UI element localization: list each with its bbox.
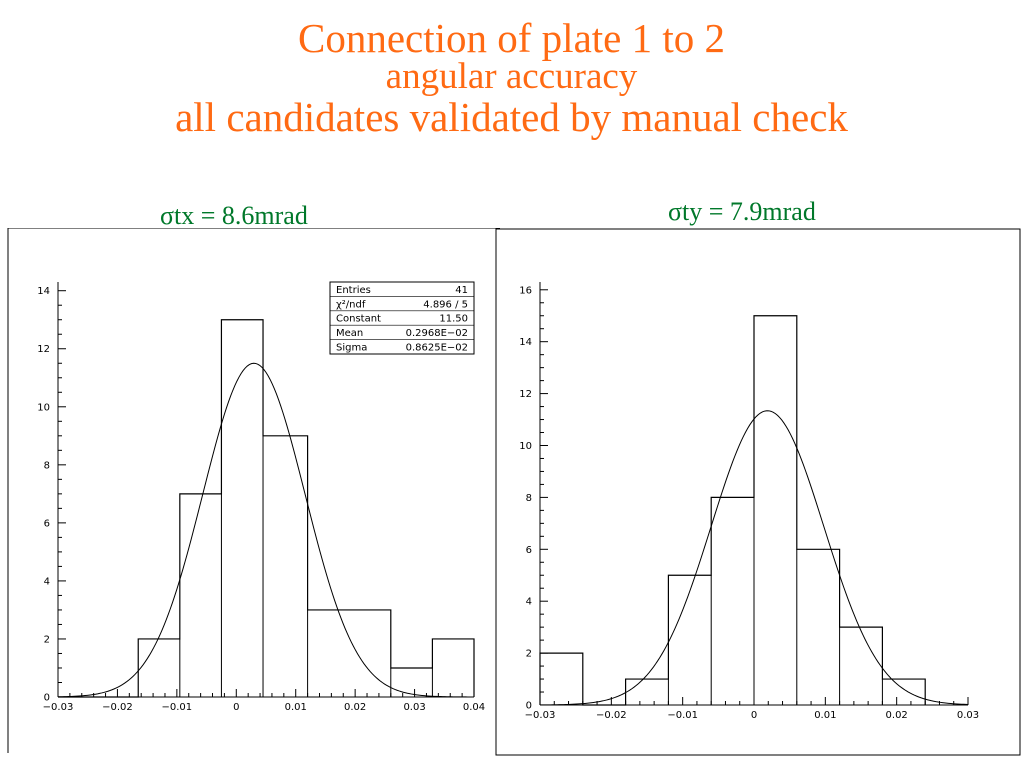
histogram-bar [308, 610, 391, 697]
x-tick-label: 0 [751, 710, 757, 721]
histogram-bar [221, 320, 263, 697]
x-tick-label: 0 [233, 702, 239, 713]
y-tick-label: 16 [519, 285, 532, 296]
y-tick-label: 10 [37, 402, 50, 413]
panel-frame [7, 228, 500, 753]
y-tick-label: 12 [519, 389, 532, 400]
histogram-outline [539, 315, 926, 706]
y-tick-label: 0 [526, 701, 532, 712]
stats-value: 0.2968E−02 [406, 328, 468, 339]
x-tick-label: 0.02 [344, 702, 366, 713]
x-tick-label: −0.01 [667, 710, 698, 721]
stats-label: Entries [336, 285, 371, 296]
y-tick-label: 8 [526, 493, 532, 504]
histogram-bar [180, 494, 222, 697]
x-tick-label: −0.01 [162, 702, 193, 713]
stats-value: 11.50 [439, 314, 468, 325]
slide-title: Connection of plate 1 to 2 [298, 15, 725, 61]
panel-frame [495, 228, 1021, 756]
x-tick-label: 0.01 [814, 710, 836, 721]
y-tick-label: 10 [519, 441, 532, 452]
histogram-ty: 0 2 4 6 8 10 12 14 16 −0.03 −0.02 −0.01 0 0.01 0.02 0.0… [495, 228, 1021, 756]
histogram-bar [391, 668, 433, 697]
histogram-bar [626, 679, 669, 705]
y-tick-label: 12 [37, 344, 50, 355]
histogram-bar [840, 627, 883, 705]
histogram-outline [58, 319, 475, 698]
y-tick-label: 6 [526, 545, 532, 556]
y-tick-label: 2 [44, 634, 50, 645]
gaussian-fit-curve [57, 362, 475, 698]
x-tick-label: −0.03 [525, 710, 556, 721]
histogram-bar [263, 436, 308, 697]
x-tick-label: 0.03 [403, 702, 425, 713]
y-tick-label: 8 [44, 460, 50, 471]
stats-value: 4.896 / 5 [423, 299, 468, 310]
sigma-tx-label: σtx = 8.6mrad [160, 201, 308, 230]
histogram-bar [668, 575, 711, 705]
y-tick-label: 0 [44, 693, 50, 704]
stats-label: Mean [336, 328, 363, 339]
y-tick-label: 4 [526, 597, 532, 608]
x-tick-label: −0.02 [596, 710, 627, 721]
stats-box [329, 281, 475, 355]
stats-value: 41 [455, 285, 468, 296]
histogram-bar [882, 679, 925, 705]
histogram-bar [138, 639, 180, 697]
y-tick-label: 14 [519, 337, 532, 348]
stats-label: χ²/ndf [336, 299, 366, 310]
x-tick-label: 0.03 [957, 710, 979, 721]
x-tick-label: 0.01 [285, 702, 307, 713]
sigma-ty-label: σty = 7.9mrad [668, 197, 816, 226]
x-tick-label: −0.03 [43, 702, 74, 713]
x-tick-label: 0.04 [463, 702, 485, 713]
y-tick-label: 14 [37, 286, 50, 297]
histogram-bar [797, 549, 840, 705]
y-tick-label: 2 [526, 649, 532, 660]
histogram-bar [540, 653, 583, 705]
histogram-bar [711, 497, 754, 705]
stats-value: 0.8625E−02 [406, 343, 468, 354]
x-tick-label: −0.02 [102, 702, 133, 713]
slide-subtitle: angular accuracy [385, 56, 638, 97]
y-tick-label: 6 [44, 518, 50, 529]
x-tick-label: 0.02 [886, 710, 908, 721]
slide-subtitle-2: all candidates validated by manual check [175, 94, 848, 140]
y-tick-label: 4 [44, 576, 50, 587]
histogram-bar [754, 316, 797, 705]
stats-label: Constant [336, 314, 381, 325]
stats-label: Sigma [336, 343, 367, 354]
gaussian-fit-curve [539, 410, 969, 706]
histogram-bar [432, 639, 474, 697]
histogram-tx: 0 2 4 6 8 10 12 14 −0.03 −0.02 −0.01 0 0.01 0.02 0.03 0… [7, 228, 500, 753]
